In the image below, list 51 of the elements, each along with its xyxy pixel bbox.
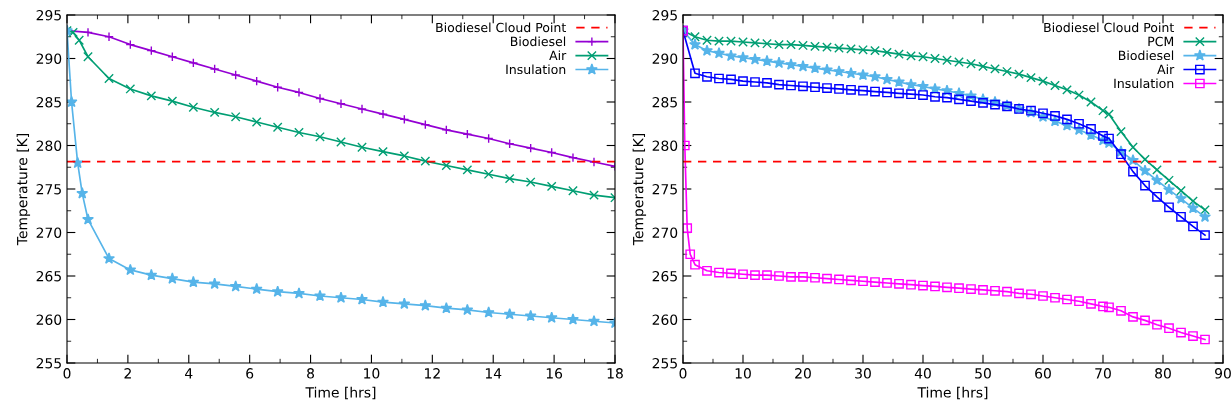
x-tick-label: 10 xyxy=(735,368,751,379)
legend-label: Biodiesel Cloud Point xyxy=(1044,22,1174,33)
legend-label: Biodiesel xyxy=(511,36,566,47)
y-tick-label: 265 xyxy=(652,270,677,282)
y-tick-label: 285 xyxy=(36,96,61,108)
x-tick-label: 12 xyxy=(425,368,440,379)
x-tick-label: 80 xyxy=(1155,368,1171,379)
y-tick-label: 260 xyxy=(652,314,678,325)
x-axis-title: Time [hrs] xyxy=(917,386,988,400)
legend-label: Biodiesel xyxy=(1119,50,1174,61)
x-tick-label: 40 xyxy=(914,368,931,379)
y-tick-label: 270 xyxy=(652,227,678,238)
y-tick-label: 260 xyxy=(36,314,62,325)
x-tick-label: 0 xyxy=(63,368,71,379)
x-tick-label: 16 xyxy=(546,368,563,379)
x-tick-label: 8 xyxy=(307,368,315,379)
legend-label: Biodiesel Cloud Point xyxy=(436,22,566,33)
x-tick-label: 70 xyxy=(1095,368,1111,379)
legend-label: Air xyxy=(1157,64,1175,74)
x-tick-label: 50 xyxy=(975,368,991,379)
y-tick-label: 265 xyxy=(36,270,61,282)
y-tick-label: 255 xyxy=(36,357,61,369)
y-tick-label: 280 xyxy=(652,140,678,151)
x-tick-label: 6 xyxy=(246,368,254,379)
x-tick-label: 20 xyxy=(795,368,811,379)
x-axis-title: Time [hrs] xyxy=(305,386,376,400)
y-tick-label: 255 xyxy=(652,357,677,369)
y-tick-label: 295 xyxy=(652,9,677,21)
legend-label: PCM xyxy=(1148,36,1174,47)
x-tick-label: 14 xyxy=(485,368,502,379)
x-tick-label: 0 xyxy=(679,368,687,379)
x-tick-label: 30 xyxy=(855,368,871,379)
x-tick-label: 2 xyxy=(124,368,131,379)
y-axis-title: Temperature [K] xyxy=(16,134,31,246)
y-tick-label: 290 xyxy=(36,53,62,64)
x-tick-label: 4 xyxy=(185,368,193,379)
x-tick-label: 60 xyxy=(1035,368,1051,379)
y-tick-label: 285 xyxy=(652,96,677,108)
legend-label: Insulation xyxy=(1114,78,1174,89)
x-tick-label: 18 xyxy=(607,368,623,379)
y-axis-title: Temperature [K] xyxy=(632,134,647,246)
y-tick-label: 275 xyxy=(36,183,61,195)
x-tick-label: 90 xyxy=(1215,368,1231,379)
legend-label: Insulation xyxy=(506,64,566,75)
legend-label: Air xyxy=(549,50,567,60)
y-tick-label: 270 xyxy=(36,227,62,238)
y-tick-label: 275 xyxy=(652,183,677,195)
y-tick-label: 280 xyxy=(36,140,62,151)
y-tick-label: 290 xyxy=(652,53,678,64)
x-tick-label: 10 xyxy=(364,368,380,379)
y-tick-label: 295 xyxy=(36,9,61,21)
